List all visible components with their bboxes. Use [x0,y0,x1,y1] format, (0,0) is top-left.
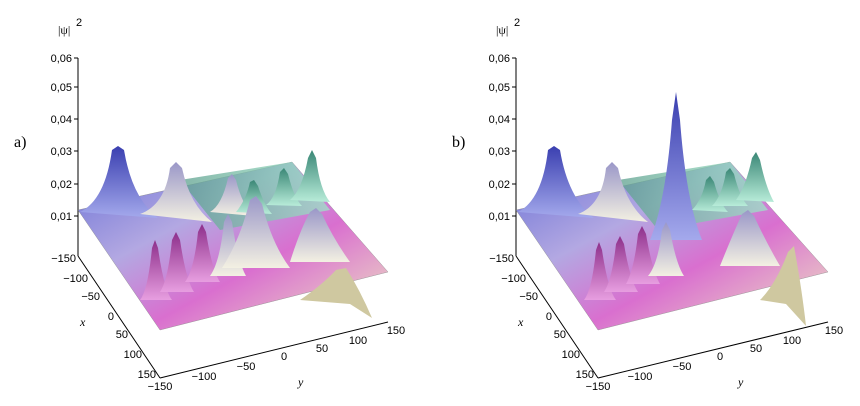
x-axis [515,255,599,379]
y-tick-label: −50 [237,361,256,373]
z-tick-label: 0,06 [489,53,510,65]
z-ticks: 0,01 0,02 0,03 0,04 0,05 0,06 [489,53,516,223]
z-tick-label: 0,05 [51,82,72,94]
x-tick-label: 0 [546,311,552,323]
panel-a: a) [14,17,406,393]
surface-plot-b: 0,01 0,02 0,03 0,04 0,05 0,06 |ψ| 2 [489,17,844,393]
x-tick-label: −150 [51,253,76,265]
y-axis [159,321,389,379]
y-axis-label: y [737,375,744,389]
z-tick-label: 0,06 [51,53,72,65]
z-tick-label: 0,03 [51,146,72,158]
x-tick-label: 50 [116,329,128,341]
y-tick-label: 50 [316,343,328,355]
z-axis-exponent: 2 [76,17,82,29]
x-tick-label: −150 [489,253,514,265]
z-tick-label: 0,04 [489,114,510,126]
y-tick-label: −150 [148,381,173,393]
y-tick-label: 0 [281,351,287,363]
x-axis-label: x [517,315,524,329]
surface [515,92,829,331]
y-tick-label: −100 [628,371,653,383]
y-ticks: −150 −100 −50 0 50 100 150 [148,325,406,393]
panel-label: a) [14,134,27,151]
x-tick-label: 100 [562,349,580,361]
y-tick-label: 100 [349,335,367,347]
z-axis-exponent: 2 [514,17,520,29]
x-tick-label: −100 [63,273,88,285]
x-tick-label: −50 [519,291,538,303]
y-tick-label: 100 [783,335,801,347]
y-tick-label: −150 [586,381,611,393]
x-tick-label: 150 [138,369,156,381]
z-axis-label: |ψ| [58,23,70,37]
panel-b: b) [430,0,860,406]
panel-label: b) [452,134,466,151]
z-axis-label: |ψ| [496,23,508,37]
z-tick-label: 0,04 [51,114,72,126]
y-tick-label: 50 [750,343,762,355]
z-tick-label: 0,02 [51,179,72,191]
x-ticks: −150 −100 −50 0 50 100 150 [51,253,156,381]
x-ticks: −150 −100 −50 0 50 100 150 [489,253,594,381]
surface [77,146,389,331]
x-tick-label: −50 [81,291,100,303]
x-axis-label: x [79,315,86,329]
y-axis [597,321,829,379]
x-tick-label: 0 [108,311,114,323]
z-tick-label: 0,05 [489,82,510,94]
y-axis-label: y [297,375,304,389]
x-tick-label: 100 [124,349,142,361]
y-tick-label: 150 [387,325,405,337]
y-tick-label: 150 [825,325,843,337]
y-tick-label: −50 [673,361,692,373]
z-tick-label: 0,01 [489,211,510,223]
surface-plot-a: 0,01 0,02 0,03 0,04 0,05 0,06 |ψ| 2 [51,17,406,393]
y-ticks: −150 −100 −50 0 50 100 150 [586,325,844,393]
x-axis [77,255,161,379]
x-tick-label: 50 [554,329,566,341]
y-tick-label: −100 [192,371,217,383]
z-tick-label: 0,02 [489,179,510,191]
z-tick-label: 0,01 [51,211,72,223]
x-tick-label: 150 [576,369,594,381]
y-tick-label: 0 [717,351,723,363]
x-tick-label: −100 [501,273,526,285]
z-ticks: 0,01 0,02 0,03 0,04 0,05 0,06 [51,53,78,223]
z-tick-label: 0,03 [489,146,510,158]
